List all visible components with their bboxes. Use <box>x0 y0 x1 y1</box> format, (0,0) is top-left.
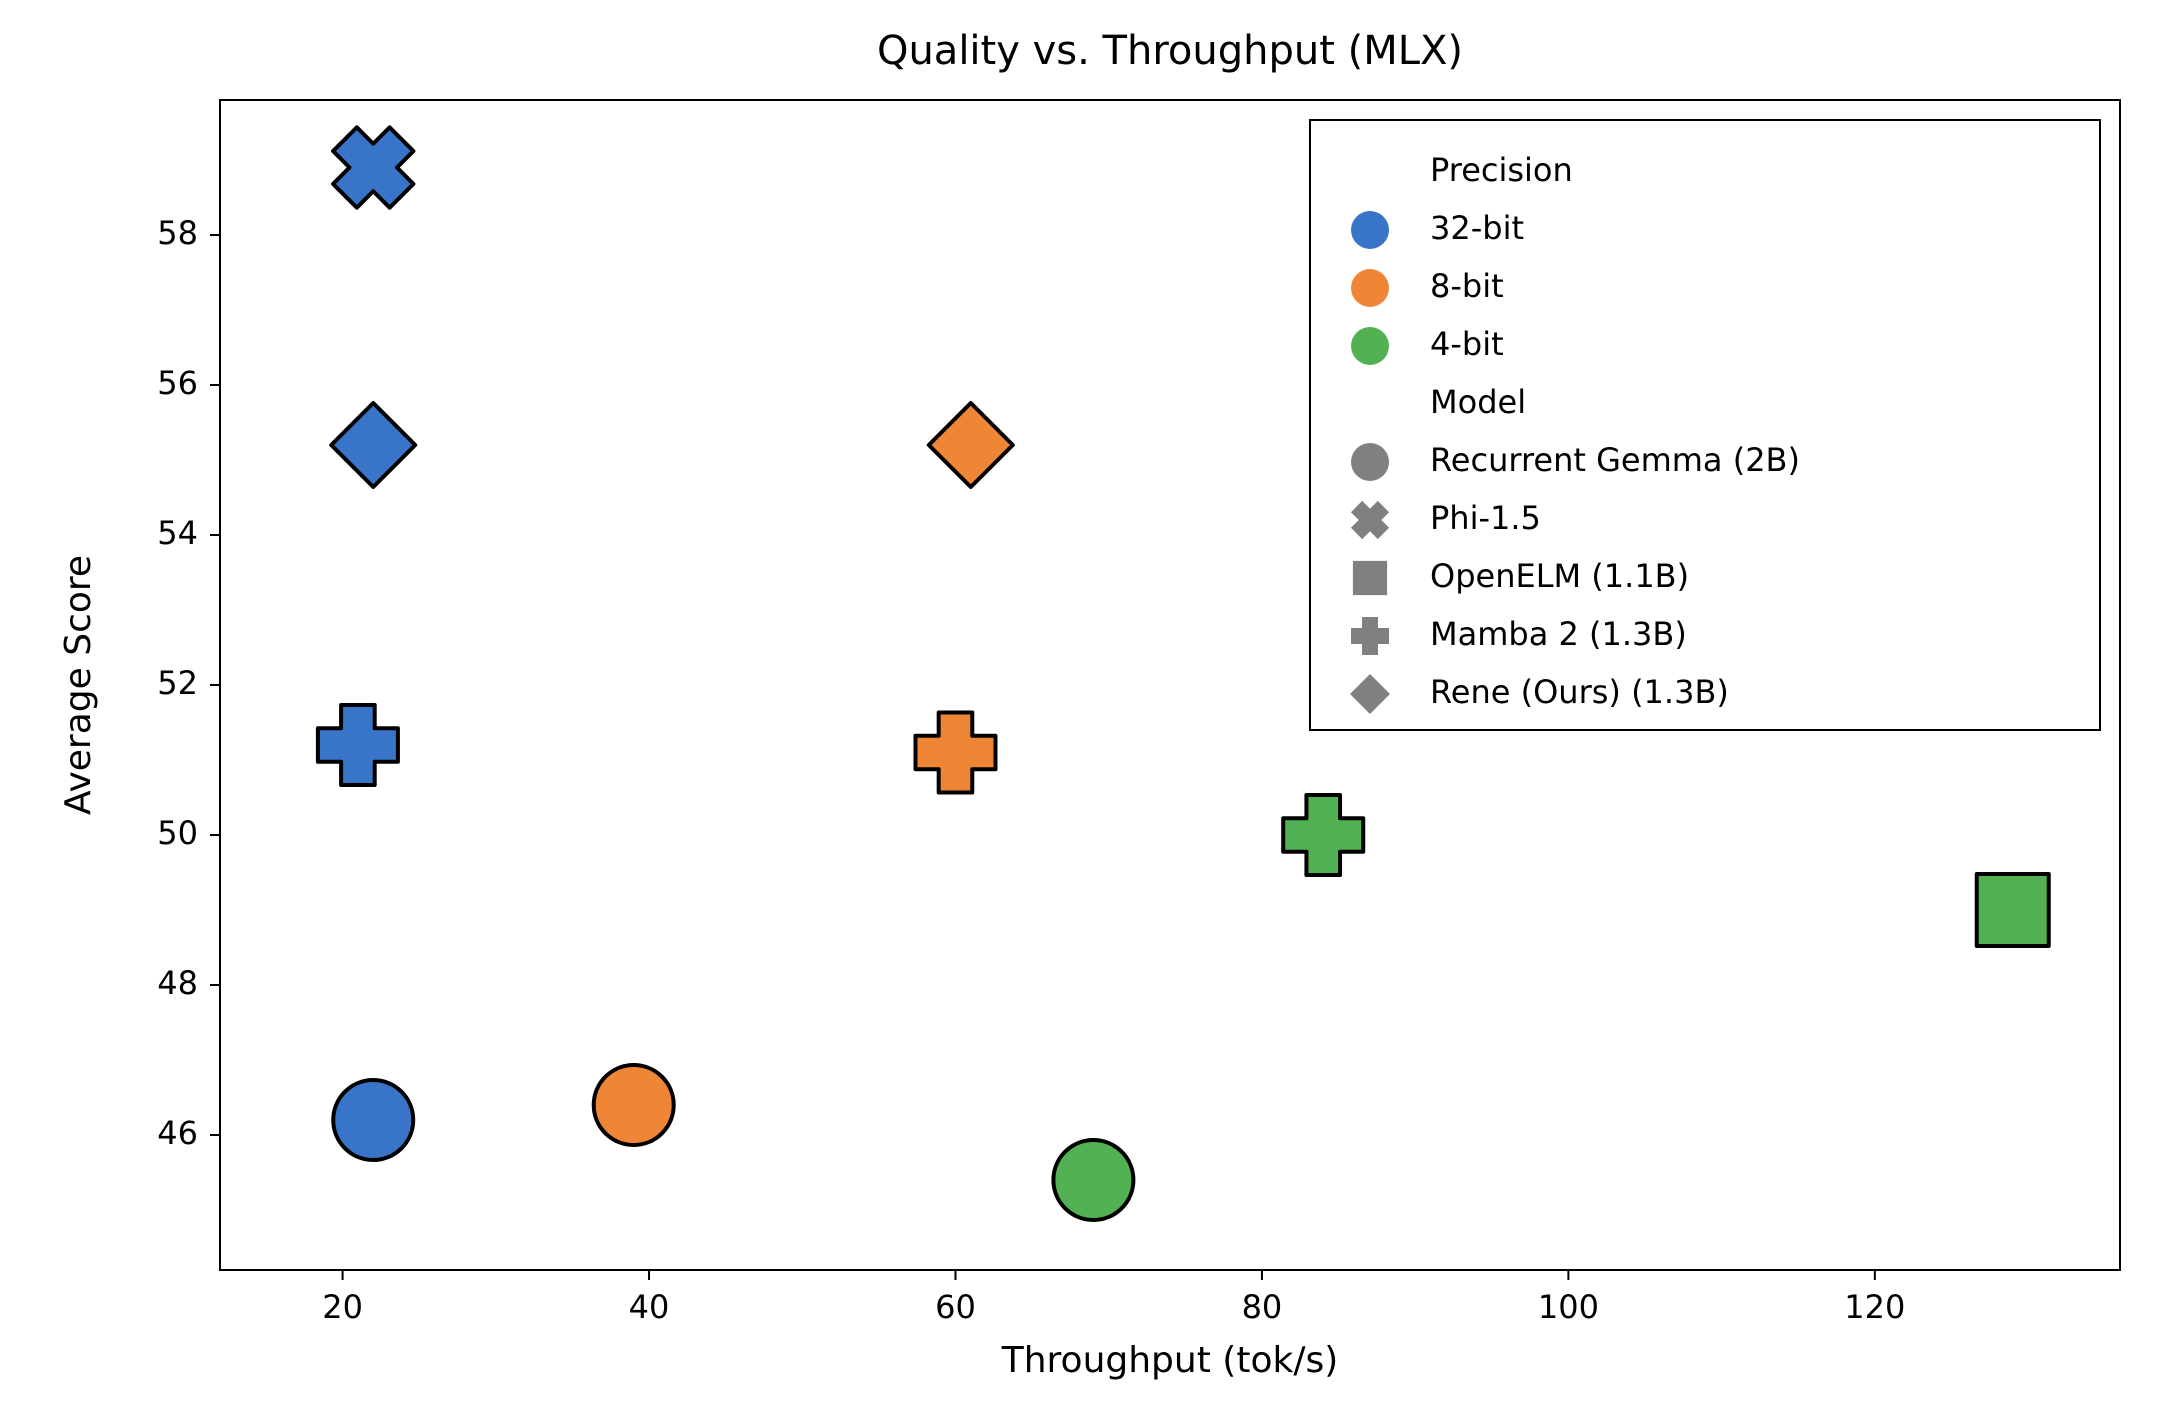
legend-header-precision: Precision <box>1430 151 1573 189</box>
legend-model-label: OpenELM (1.1B) <box>1430 557 1689 595</box>
y-tick-label: 46 <box>157 1114 198 1152</box>
data-point <box>1053 1140 1133 1220</box>
y-tick-label: 54 <box>157 514 198 552</box>
x-tick-label: 100 <box>1538 1288 1599 1326</box>
data-point <box>331 403 415 487</box>
legend-precision-label: 32-bit <box>1430 209 1524 247</box>
data-point <box>333 1080 413 1160</box>
data-point <box>594 1065 674 1145</box>
data-point <box>1283 795 1363 875</box>
y-tick-label: 56 <box>157 364 198 402</box>
x-tick-label: 80 <box>1242 1288 1283 1326</box>
legend-precision-label: 4-bit <box>1430 325 1504 363</box>
chart-title: Quality vs. Throughput (MLX) <box>877 28 1463 74</box>
data-point <box>915 713 995 793</box>
x-tick-label: 20 <box>322 1288 363 1326</box>
y-axis-label: Average Score <box>58 555 99 815</box>
legend-model-label: Rene (Ours) (1.3B) <box>1430 673 1729 711</box>
legend-model-label: Mamba 2 (1.3B) <box>1430 615 1687 653</box>
chart-container: 20 40 60 80 100 120 46 48 50 52 54 56 58 Throughput (… <box>0 0 2182 1411</box>
data-point <box>318 705 398 785</box>
x-tick-label: 60 <box>935 1288 976 1326</box>
y-tick-label: 52 <box>157 664 198 702</box>
x-tick-label: 40 <box>629 1288 670 1326</box>
scatter-chart: 20 40 60 80 100 120 46 48 50 52 54 56 58 Throughput (… <box>0 0 2182 1411</box>
data-point <box>1977 874 2049 946</box>
legend-precision-marker <box>1351 269 1389 307</box>
y-tick-label: 50 <box>157 814 198 852</box>
legend-model-marker <box>1353 561 1387 595</box>
legend-precision-marker <box>1351 327 1389 365</box>
x-tick-label: 120 <box>1844 1288 1905 1326</box>
legend-model-marker <box>1351 443 1389 481</box>
x-axis-label: Throughput (tok/s) <box>1001 1340 1339 1381</box>
y-tick-label: 58 <box>157 214 198 252</box>
legend-box <box>1310 120 2100 730</box>
y-tick-label: 48 <box>157 964 198 1002</box>
data-point <box>929 403 1013 487</box>
legend-precision-marker <box>1351 211 1389 249</box>
legend-model-label: Recurrent Gemma (2B) <box>1430 441 1800 479</box>
legend-precision-label: 8-bit <box>1430 267 1504 305</box>
legend-header-model: Model <box>1430 383 1526 421</box>
data-point <box>317 111 430 224</box>
legend-model-label: Phi-1.5 <box>1430 499 1541 537</box>
